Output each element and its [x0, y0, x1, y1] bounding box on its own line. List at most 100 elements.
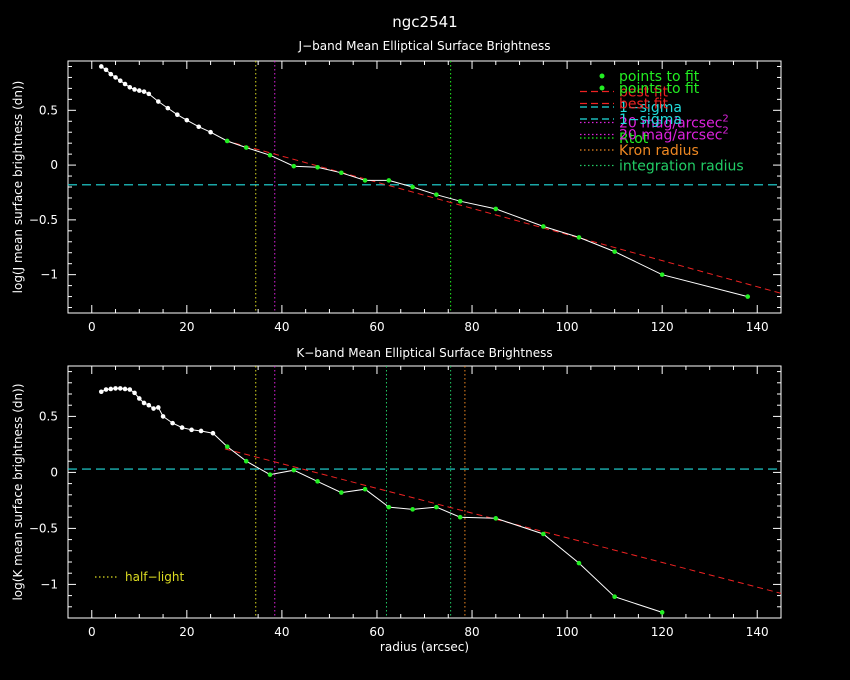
profile-point — [137, 396, 142, 401]
fit-point — [576, 235, 582, 240]
legend-label: best fit — [619, 97, 669, 113]
fit-point — [457, 514, 463, 520]
legend-label: points to fit — [619, 81, 700, 97]
fit-point — [541, 224, 546, 229]
profile-point — [160, 414, 166, 419]
fit-point — [339, 490, 344, 495]
fit-point — [493, 516, 499, 521]
legend-label-text: Rtot — [619, 131, 649, 147]
legend-label: points to fit — [619, 69, 700, 85]
fit-point — [434, 504, 439, 510]
fit-point — [612, 249, 617, 254]
y-tick-label: −1 — [40, 268, 58, 282]
profile-point — [146, 402, 152, 408]
legend-marker — [599, 85, 605, 91]
legend-label: integration radius — [619, 159, 744, 175]
x-tick-label: 0 — [88, 320, 96, 334]
y-tick-label: 0 — [50, 465, 58, 479]
fit-point — [576, 560, 582, 566]
fit-point — [267, 152, 273, 158]
profile-point — [175, 112, 180, 117]
legend-label: 1−sigma — [619, 100, 682, 116]
profile-point — [103, 387, 109, 392]
x-tick-label: 80 — [464, 320, 479, 334]
profile-point — [156, 405, 161, 410]
fit-point — [493, 206, 499, 212]
y-tick-label: −1 — [40, 577, 58, 591]
x-tick-label: 100 — [556, 320, 579, 334]
fit-point — [612, 594, 617, 600]
legend-label: 20 mag/arcsec2 — [619, 126, 729, 144]
profile-line — [101, 66, 748, 298]
fit-point — [315, 479, 320, 484]
profile-point — [98, 64, 104, 69]
fit-point — [457, 198, 463, 204]
fit-point — [410, 507, 415, 512]
fit-point — [386, 504, 392, 510]
legend-label: best fit — [619, 85, 669, 101]
y-tick-label: −0.5 — [29, 213, 58, 227]
fit-point — [659, 610, 665, 615]
profile-point — [127, 84, 133, 90]
y-axis-label: log(J mean surface brightness (dn)) — [11, 81, 25, 294]
legend-label: 1−sigma — [619, 112, 682, 128]
x-tick-label: 20 — [179, 625, 194, 639]
best-fit-line — [224, 448, 781, 594]
legend-label-text: 1−sigma — [619, 112, 682, 128]
legend-label-text: integration radius — [619, 159, 744, 175]
fit-point — [243, 458, 249, 464]
fit-point — [434, 192, 439, 197]
x-tick-label: 20 — [179, 320, 194, 334]
profile-point — [189, 427, 194, 433]
x-tick-label: 40 — [274, 320, 289, 334]
x-axis-label: radius (arcsec) — [380, 640, 469, 654]
y-tick-label: 0.5 — [39, 409, 58, 423]
j-band-panel: J−band Mean Elliptical Surface Brightnes… — [11, 39, 782, 334]
profile-point — [113, 386, 118, 391]
fit-point — [243, 145, 249, 150]
fit-point — [362, 486, 368, 492]
profile-point — [117, 78, 123, 84]
x-tick-label: 40 — [274, 625, 289, 639]
fit-point — [291, 467, 297, 473]
fit-point — [362, 178, 368, 183]
fit-point — [745, 294, 751, 299]
y-tick-label: 0 — [50, 158, 58, 172]
plot-area — [68, 366, 781, 618]
k-band-panel: K−band Mean Elliptical Surface Brightnes… — [11, 81, 782, 654]
fit-point — [386, 178, 392, 183]
fit-point — [659, 272, 665, 277]
x-tick-label: 60 — [369, 625, 384, 639]
profile-point — [117, 386, 123, 391]
legend-label-superscript: 2 — [722, 114, 728, 125]
profile-point — [165, 105, 171, 111]
y-axis-label: log(K mean surface brightness (dn)) — [11, 383, 25, 600]
profile-point — [132, 87, 137, 92]
x-tick-label: 80 — [464, 625, 479, 639]
y-tick-label: 0.5 — [39, 103, 58, 117]
x-tick-label: 60 — [369, 320, 384, 334]
fit-point — [541, 531, 546, 537]
legend-label-text: points to fit — [619, 81, 700, 97]
legend-label-text: 20 mag/arcsec — [619, 128, 722, 144]
profile-point — [208, 129, 213, 135]
legend-label: Kron radius — [619, 143, 699, 159]
profile-point — [122, 386, 128, 392]
legend-label-text: points to fit — [619, 69, 700, 85]
fit-point — [224, 444, 230, 449]
fit-point — [224, 138, 230, 144]
legend-label-text: 1−sigma — [619, 100, 682, 116]
legend-label-superscript: 2 — [722, 126, 728, 137]
x-tick-label: 120 — [651, 320, 674, 334]
profile-point — [198, 428, 204, 434]
legend-label: Rtot — [619, 131, 649, 147]
panel-title: J−band Mean Elliptical Surface Brightnes… — [298, 39, 551, 53]
profile-point — [170, 420, 175, 426]
legend-label-text: 20 mag/arcsec — [619, 116, 722, 132]
half-light-label: half−light — [125, 570, 184, 584]
fit-point — [339, 170, 344, 176]
legend-marker — [599, 73, 605, 79]
profile-point — [113, 75, 118, 80]
